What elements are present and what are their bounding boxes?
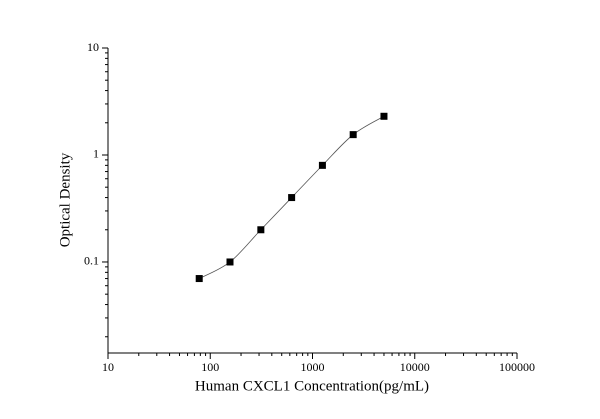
- x-axis-title: Human CXCL1 Concentration(pg/mL): [195, 378, 429, 394]
- data-point: [288, 194, 296, 202]
- y-tick-label: 10: [87, 40, 99, 54]
- y-tick-label: 0.1: [84, 254, 99, 268]
- y-axis-title: Optical Density: [57, 152, 73, 247]
- data-point: [195, 275, 203, 283]
- data-point: [318, 161, 326, 169]
- x-tick-label: 10000: [400, 360, 430, 374]
- x-tick-label: 1000: [301, 360, 325, 374]
- data-point: [349, 131, 357, 139]
- data-point: [257, 226, 265, 234]
- x-tick-label: 100000: [499, 360, 535, 374]
- data-point: [380, 112, 388, 120]
- y-tick-label: 1: [93, 147, 99, 161]
- x-tick-label: 100: [201, 360, 219, 374]
- data-point: [226, 258, 234, 266]
- x-tick-label: 10: [102, 360, 114, 374]
